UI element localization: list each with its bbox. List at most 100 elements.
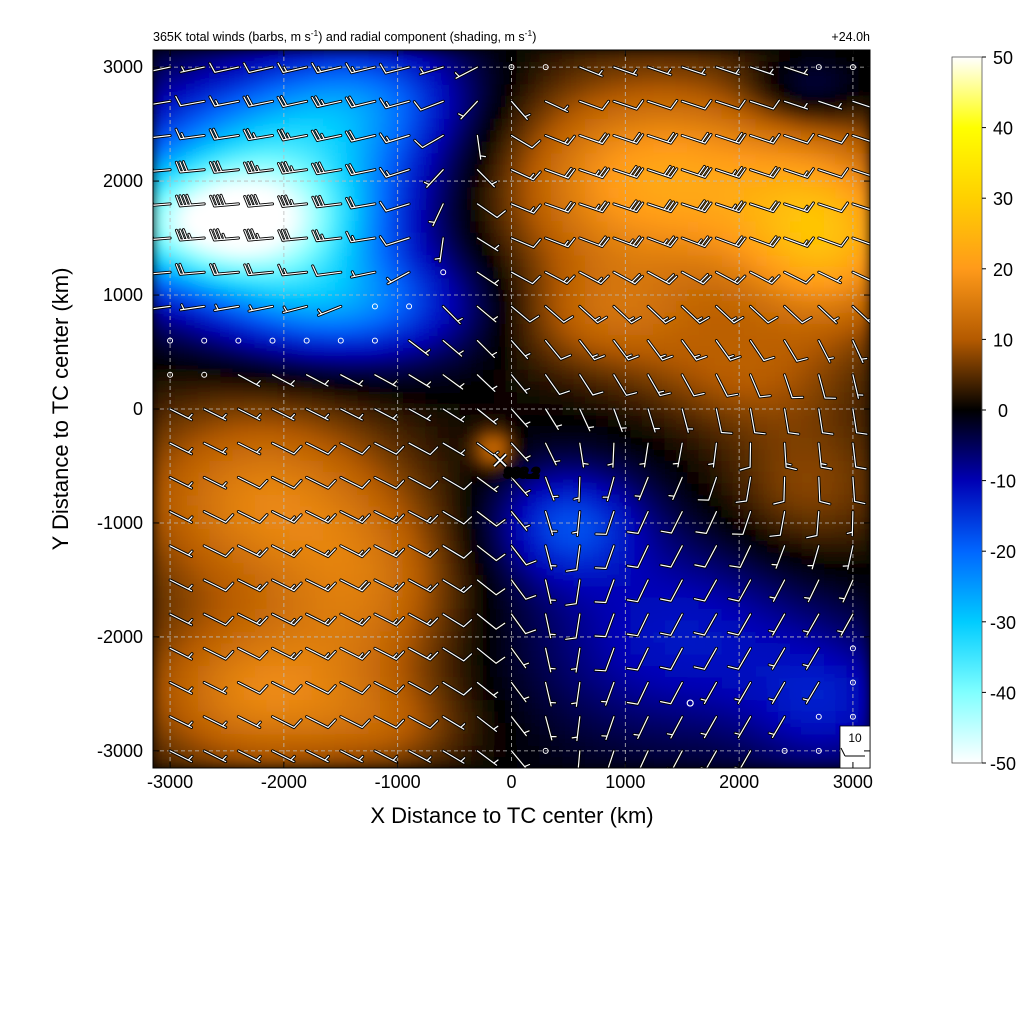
shading-cell bbox=[789, 699, 803, 712]
shading-cell bbox=[687, 721, 700, 735]
shading-cell bbox=[789, 528, 803, 541]
shading-cell bbox=[676, 174, 689, 188]
tc-pressure-label: 988.2 bbox=[504, 464, 539, 480]
wind-barb bbox=[345, 164, 376, 176]
shading-cell bbox=[471, 733, 484, 746]
shading-cell bbox=[812, 710, 825, 723]
shading-cell bbox=[448, 391, 461, 404]
shading-cell bbox=[163, 140, 177, 154]
wind-barb bbox=[271, 442, 302, 455]
shading-cell bbox=[812, 311, 825, 325]
shading-cell bbox=[596, 266, 609, 279]
shading-cell bbox=[721, 676, 734, 689]
shading-cell bbox=[482, 266, 495, 279]
shading-cell bbox=[232, 414, 245, 427]
shading-cell bbox=[391, 391, 404, 404]
shading-cell bbox=[357, 50, 370, 62]
shading-cell bbox=[596, 368, 609, 382]
shading-cell bbox=[584, 676, 598, 689]
shading-cell bbox=[391, 357, 404, 370]
shading-cell bbox=[493, 311, 507, 325]
shading-cell bbox=[687, 140, 700, 154]
shading-cell bbox=[710, 254, 723, 268]
shading-cell bbox=[721, 619, 734, 632]
shading-cell bbox=[584, 106, 598, 119]
shading-cell bbox=[732, 300, 746, 313]
wind-barb bbox=[510, 305, 540, 323]
wind-barb bbox=[784, 271, 814, 284]
shading-cell bbox=[778, 106, 791, 119]
wind-barb bbox=[210, 263, 239, 275]
shading-cell bbox=[698, 152, 712, 165]
shading-cell bbox=[528, 163, 541, 176]
shading-cell bbox=[573, 220, 586, 233]
shading-cell bbox=[186, 220, 200, 233]
shading-cell bbox=[732, 607, 746, 621]
shading-cell bbox=[596, 505, 609, 518]
shading-cell bbox=[448, 380, 461, 393]
shading-cell bbox=[767, 425, 780, 438]
shading-cell bbox=[676, 311, 689, 325]
shading-cell bbox=[653, 573, 666, 587]
shading-cell bbox=[732, 174, 746, 188]
shading-cell bbox=[562, 436, 575, 450]
shading-cell bbox=[380, 117, 393, 131]
shading-cell bbox=[789, 140, 803, 154]
wind-barb bbox=[647, 165, 678, 178]
shading-cell bbox=[653, 710, 666, 723]
shading-cell bbox=[482, 528, 495, 541]
shading-cell bbox=[528, 391, 541, 404]
wind-barb bbox=[545, 681, 557, 707]
shading-cell bbox=[584, 721, 598, 735]
shading-cell bbox=[220, 277, 234, 290]
shading-cell bbox=[186, 471, 200, 484]
shading-cell bbox=[698, 573, 712, 587]
shading-cell bbox=[835, 106, 848, 119]
shading-cell bbox=[402, 380, 416, 393]
shading-cell bbox=[528, 710, 541, 723]
shading-cell bbox=[528, 129, 541, 142]
shading-cell bbox=[437, 357, 450, 370]
shading-cell bbox=[448, 140, 461, 154]
shading-cell bbox=[153, 311, 165, 325]
shading-cell bbox=[653, 334, 666, 347]
shading-cell bbox=[391, 607, 404, 621]
wind-barb bbox=[476, 169, 497, 188]
shading-cell bbox=[789, 516, 803, 530]
shading-cell bbox=[493, 129, 507, 142]
shading-cell bbox=[493, 288, 507, 302]
wind-barb bbox=[545, 476, 559, 501]
shading-cell bbox=[334, 391, 347, 404]
shading-cell bbox=[562, 562, 575, 575]
wind-barb bbox=[602, 476, 615, 502]
shading-cell bbox=[641, 425, 655, 438]
shading-cell bbox=[539, 277, 552, 290]
shading-cell bbox=[687, 482, 700, 495]
wind-barb bbox=[681, 408, 694, 433]
shading-cell bbox=[414, 391, 427, 404]
shading-cell bbox=[767, 60, 780, 74]
shading-cell bbox=[254, 50, 268, 62]
shading-cell bbox=[425, 334, 439, 347]
shading-cell bbox=[767, 334, 780, 347]
shading-cell bbox=[573, 288, 586, 302]
shading-cell bbox=[345, 254, 359, 268]
shading-cell bbox=[243, 72, 256, 85]
shading-cell bbox=[232, 72, 245, 85]
shading-cell bbox=[357, 710, 370, 723]
shading-cell bbox=[277, 140, 291, 154]
shading-cell bbox=[425, 756, 439, 768]
shading-cell bbox=[732, 106, 746, 119]
wind-barb bbox=[340, 476, 370, 489]
shading-cell bbox=[220, 642, 234, 655]
shading-cell bbox=[357, 528, 370, 541]
shading-cell bbox=[153, 152, 165, 165]
shading-cell bbox=[175, 311, 188, 325]
shading-cell bbox=[311, 72, 325, 85]
shading-cell bbox=[732, 482, 746, 495]
shading-cell bbox=[619, 106, 632, 119]
colorbar-tick-label: 10 bbox=[993, 330, 1013, 350]
wind-barb bbox=[476, 579, 506, 596]
calm-marker bbox=[542, 747, 549, 754]
shading-cell bbox=[425, 642, 439, 655]
